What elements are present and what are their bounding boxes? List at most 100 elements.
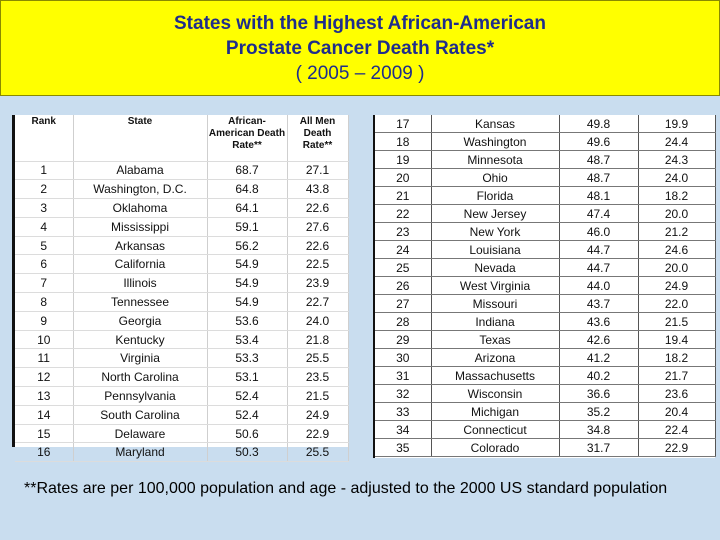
state-cell: Connecticut bbox=[431, 420, 560, 439]
table-row: 9 Georgia 53.6 24.0 bbox=[15, 311, 349, 331]
table-row: 29 Texas 42.6 19.4 bbox=[375, 330, 716, 349]
table-row: 16 Maryland 50.3 25.5 bbox=[15, 442, 349, 463]
african-american-rate-cell: 42.6 bbox=[559, 330, 639, 349]
african-american-rate-cell: 48.7 bbox=[559, 168, 639, 187]
table-row: 28 Indiana 43.6 21.5 bbox=[375, 312, 716, 331]
state-cell: Wisconsin bbox=[431, 384, 560, 403]
table-row: 14 South Carolina 52.4 24.9 bbox=[15, 405, 349, 425]
table-row: 21 Florida 48.1 18.2 bbox=[375, 186, 716, 205]
rank-cell: 14 bbox=[15, 405, 74, 425]
african-american-rate-cell: 56.2 bbox=[207, 236, 288, 256]
rank-cell: 27 bbox=[375, 294, 432, 313]
african-american-rate-cell: 64.8 bbox=[207, 179, 288, 200]
state-cell: North Carolina bbox=[73, 367, 208, 388]
rates-table-right: 17 Kansas 49.8 19.9 18 Washington 49.6 24.4 19 Mi… bbox=[373, 115, 716, 458]
african-american-rate-cell: 54.9 bbox=[207, 254, 288, 275]
title-banner: States with the Highest African-American… bbox=[0, 0, 720, 96]
state-cell: Kansas bbox=[431, 115, 560, 133]
table-row: 22 New Jersey 47.4 20.0 bbox=[375, 204, 716, 223]
state-cell: Mississippi bbox=[73, 217, 208, 237]
african-american-rate-cell: 44.7 bbox=[559, 258, 639, 277]
african-american-rate-cell: 47.4 bbox=[559, 204, 639, 223]
african-american-rate-cell: 35.2 bbox=[559, 402, 639, 421]
rank-cell: 17 bbox=[375, 115, 432, 133]
state-cell: Arkansas bbox=[73, 236, 208, 256]
rank-cell: 4 bbox=[15, 217, 74, 237]
rank-cell: 24 bbox=[375, 240, 432, 259]
african-american-rate-cell: 44.0 bbox=[559, 276, 639, 295]
african-american-rate-cell: 31.7 bbox=[559, 438, 639, 457]
table-row: 8 Tennessee 54.9 22.7 bbox=[15, 292, 349, 312]
all-men-rate-cell: 24.3 bbox=[638, 150, 716, 169]
rank-cell: 11 bbox=[15, 348, 74, 369]
all-men-rate-cell: 25.5 bbox=[287, 442, 349, 463]
state-cell: Georgia bbox=[73, 311, 208, 331]
rank-cell: 22 bbox=[375, 204, 432, 223]
table-row: 12 North Carolina 53.1 23.5 bbox=[15, 367, 349, 388]
african-american-rate-cell: 64.1 bbox=[207, 198, 288, 218]
state-cell: Ohio bbox=[431, 168, 560, 187]
all-men-rate-cell: 24.4 bbox=[638, 132, 716, 151]
table-row: 4 Mississippi 59.1 27.6 bbox=[15, 217, 349, 237]
rank-cell: 7 bbox=[15, 273, 74, 294]
all-men-rate-cell: 24.9 bbox=[638, 276, 716, 295]
african-american-rate-cell: 59.1 bbox=[207, 217, 288, 237]
table-row: 30 Arizona 41.2 18.2 bbox=[375, 348, 716, 367]
all-men-rate-cell: 27.6 bbox=[287, 217, 349, 237]
table-row: 2 Washington, D.C. 64.8 43.8 bbox=[15, 179, 349, 200]
all-men-rate-cell: 22.9 bbox=[638, 438, 716, 457]
african-american-rate-cell: 44.7 bbox=[559, 240, 639, 259]
all-men-rate-cell: 18.2 bbox=[638, 186, 716, 205]
table-row: 19 Minnesota 48.7 24.3 bbox=[375, 150, 716, 169]
table-row: 13 Pennsylvania 52.4 21.5 bbox=[15, 386, 349, 406]
rank-cell: 26 bbox=[375, 276, 432, 295]
state-cell: New Jersey bbox=[431, 204, 560, 223]
rank-cell: 33 bbox=[375, 402, 432, 421]
all-men-rate-cell: 23.5 bbox=[287, 367, 349, 388]
african-american-rate-cell: 52.4 bbox=[207, 386, 288, 406]
rank-cell: 13 bbox=[15, 386, 74, 406]
table-row: 3 Oklahoma 64.1 22.6 bbox=[15, 198, 349, 218]
header-african-american-rate: African-American Death Rate** bbox=[207, 115, 288, 162]
rank-cell: 20 bbox=[375, 168, 432, 187]
table-row: 32 Wisconsin 36.6 23.6 bbox=[375, 384, 716, 403]
table-row: 33 Michigan 35.2 20.4 bbox=[375, 402, 716, 421]
all-men-rate-cell: 25.5 bbox=[287, 348, 349, 369]
table-row: 7 Illinois 54.9 23.9 bbox=[15, 273, 349, 294]
table-row: 23 New York 46.0 21.2 bbox=[375, 222, 716, 241]
state-cell: South Carolina bbox=[73, 405, 208, 425]
african-american-rate-cell: 54.9 bbox=[207, 273, 288, 294]
african-american-rate-cell: 34.8 bbox=[559, 420, 639, 439]
all-men-rate-cell: 20.0 bbox=[638, 258, 716, 277]
state-cell: Kentucky bbox=[73, 330, 208, 350]
table-row: 27 Missouri 43.7 22.0 bbox=[375, 294, 716, 313]
rank-cell: 10 bbox=[15, 330, 74, 350]
rank-cell: 34 bbox=[375, 420, 432, 439]
rank-cell: 5 bbox=[15, 236, 74, 256]
rank-cell: 9 bbox=[15, 311, 74, 331]
african-american-rate-cell: 54.9 bbox=[207, 292, 288, 312]
rank-cell: 3 bbox=[15, 198, 74, 218]
all-men-rate-cell: 24.0 bbox=[638, 168, 716, 187]
rank-cell: 18 bbox=[375, 132, 432, 151]
african-american-rate-cell: 48.7 bbox=[559, 150, 639, 169]
african-american-rate-cell: 53.6 bbox=[207, 311, 288, 331]
all-men-rate-cell: 43.8 bbox=[287, 179, 349, 200]
rank-cell: 8 bbox=[15, 292, 74, 312]
state-cell: Arizona bbox=[431, 348, 560, 367]
rank-cell: 31 bbox=[375, 366, 432, 385]
state-cell: Maryland bbox=[73, 442, 208, 463]
african-american-rate-cell: 36.6 bbox=[559, 384, 639, 403]
table-row: 1 Alabama 68.7 27.1 bbox=[15, 161, 349, 181]
all-men-rate-cell: 19.9 bbox=[638, 115, 716, 133]
state-cell: Minnesota bbox=[431, 150, 560, 169]
rank-cell: 19 bbox=[375, 150, 432, 169]
all-men-rate-cell: 22.6 bbox=[287, 198, 349, 218]
header-state: State bbox=[73, 115, 208, 162]
all-men-rate-cell: 21.7 bbox=[638, 366, 716, 385]
african-american-rate-cell: 43.6 bbox=[559, 312, 639, 331]
state-cell: Delaware bbox=[73, 424, 208, 444]
rank-cell: 30 bbox=[375, 348, 432, 367]
state-cell: Texas bbox=[431, 330, 560, 349]
table-row: 10 Kentucky 53.4 21.8 bbox=[15, 330, 349, 350]
